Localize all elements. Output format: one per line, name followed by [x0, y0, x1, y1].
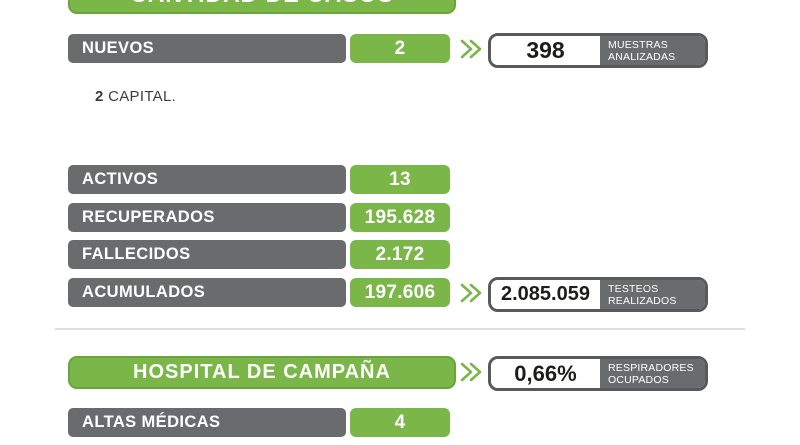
- row-label: NUEVOS: [82, 39, 155, 57]
- stat-box-testeos-realizados: 2.085.059 TESTEOS REALIZADOS: [488, 277, 708, 312]
- row-fallecidos-value-box: 2.172: [350, 240, 450, 269]
- row-label: FALLECIDOS: [82, 245, 191, 263]
- stat-label-line1: MUESTRAS: [608, 38, 668, 51]
- stat-label: MUESTRAS ANALIZADAS: [600, 36, 705, 65]
- stat-label: TESTEOS REALIZADOS: [600, 280, 705, 309]
- row-label: ACUMULADOS: [82, 283, 206, 301]
- row-fallecidos-label-bar: FALLECIDOS: [68, 240, 346, 269]
- stat-value: 398: [491, 36, 600, 65]
- note-number: 2: [95, 88, 104, 105]
- note-capital: 2 CAPITAL.: [95, 88, 176, 105]
- row-acumulados-value-box: 197.606: [350, 278, 450, 307]
- double-chevron-icon: [458, 361, 484, 383]
- stat-label-line2: OCUPADOS: [608, 373, 669, 386]
- row-recuperados-label-bar: RECUPERADOS: [68, 203, 346, 232]
- stat-value: 2.085.059: [491, 280, 600, 309]
- double-chevron-icon: [458, 282, 484, 304]
- stat-label-line1: TESTEOS: [608, 282, 659, 295]
- section-divider: [55, 328, 745, 330]
- row-acumulados-label-bar: ACUMULADOS: [68, 278, 346, 307]
- section-header-cantidad-de-casos: CANTIDAD DE CASOS: [68, 0, 456, 14]
- row-value-text: 2.172: [375, 243, 425, 265]
- row-altas-medicas-label-bar: ALTAS MÉDICAS: [68, 408, 346, 437]
- row-activos-label-bar: ACTIVOS: [68, 165, 346, 194]
- section-title: CANTIDAD DE CASOS: [130, 0, 394, 8]
- stat-label-line1: RESPIRADORES: [608, 361, 694, 374]
- row-value-text: 2: [394, 37, 406, 59]
- row-label: ACTIVOS: [82, 170, 159, 188]
- stat-label: RESPIRADORES OCUPADOS: [600, 359, 705, 388]
- row-recuperados-value-box: 195.628: [350, 203, 450, 232]
- stat-box-muestras-analizadas: 398 MUESTRAS ANALIZADAS: [488, 33, 708, 68]
- stat-value: 0,66%: [491, 359, 600, 388]
- row-label: RECUPERADOS: [82, 208, 215, 226]
- row-activos-value-box: 13: [350, 165, 450, 194]
- row-value-text: 4: [394, 411, 406, 433]
- section-title: HOSPITAL DE CAMPAÑA: [133, 361, 391, 383]
- row-nuevos-label-bar: NUEVOS: [68, 34, 346, 63]
- double-chevron-icon: [458, 38, 484, 60]
- row-label: ALTAS MÉDICAS: [82, 413, 221, 431]
- row-nuevos-value-box: 2: [350, 34, 450, 63]
- stat-label-line2: ANALIZADAS: [608, 50, 676, 63]
- row-value-text: 195.628: [364, 206, 436, 228]
- row-value-text: 13: [389, 168, 411, 190]
- row-value-text: 197.606: [364, 281, 436, 303]
- section-header-hospital-de-campana: HOSPITAL DE CAMPAÑA: [68, 356, 456, 389]
- stat-label-line2: REALIZADOS: [608, 294, 677, 307]
- stat-box-respiradores-ocupados: 0,66% RESPIRADORES OCUPADOS: [488, 356, 708, 391]
- row-altas-medicas-value-box: 4: [350, 408, 450, 437]
- note-text: CAPITAL.: [103, 88, 177, 105]
